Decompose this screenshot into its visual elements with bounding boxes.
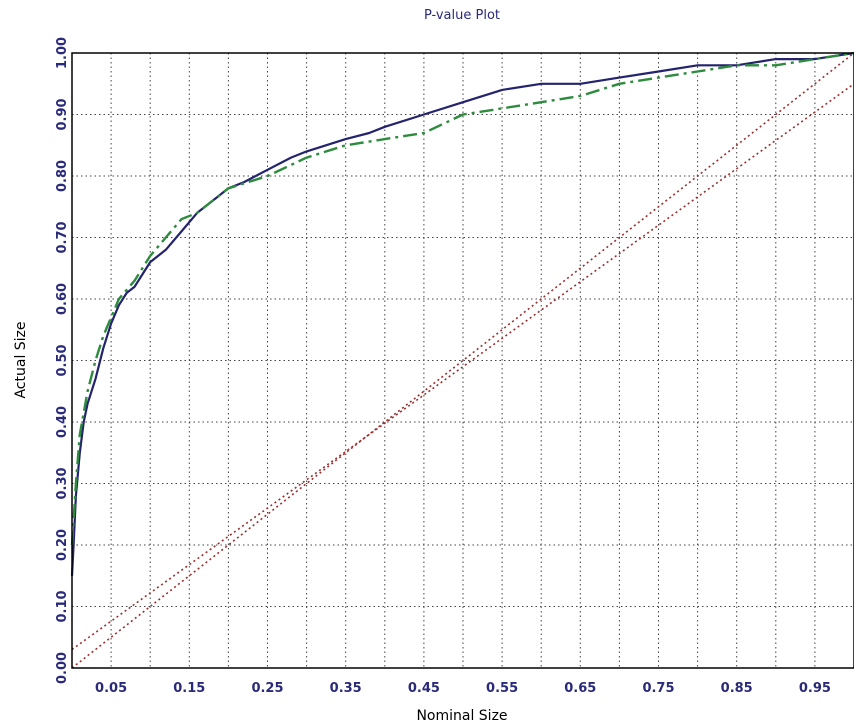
y-tick-label: 0.00 xyxy=(55,652,70,684)
x-tick-label: 0.55 xyxy=(486,681,518,696)
x-tick-label: 0.85 xyxy=(721,681,753,696)
grid xyxy=(72,53,854,668)
y-tick-label: 0.80 xyxy=(55,160,70,192)
x-tick-label: 0.35 xyxy=(330,681,362,696)
y-tick-label: 0.70 xyxy=(55,221,70,253)
y-tick-label: 0.90 xyxy=(55,98,70,130)
y-tick-label: 0.10 xyxy=(55,590,70,622)
series-line-1 xyxy=(70,51,854,546)
x-tick-label: 0.65 xyxy=(564,681,596,696)
y-tick-label: 0.60 xyxy=(55,283,70,315)
series-line-0 xyxy=(70,51,854,576)
plot-frame xyxy=(71,52,854,669)
x-tick-label: 0.95 xyxy=(799,681,831,696)
x-tick-label: 0.45 xyxy=(408,681,440,696)
y-tick-label: 0.20 xyxy=(55,529,70,561)
x-tick-label: 0.15 xyxy=(173,681,205,696)
x-tick-label: 0.75 xyxy=(642,681,674,696)
y-tick-label: 0.30 xyxy=(55,467,70,499)
y-tick-label: 1.00 xyxy=(55,37,70,69)
series-group xyxy=(70,51,854,669)
x-tick-label: 0.05 xyxy=(95,681,127,696)
y-tick-label: 0.50 xyxy=(55,344,70,376)
y-tick-label: 0.40 xyxy=(55,406,70,438)
x-tick-label: 0.25 xyxy=(251,681,283,696)
series-line-3 xyxy=(71,83,854,651)
series-line-2 xyxy=(71,52,854,669)
y-axis-label: Actual Size xyxy=(13,321,29,398)
x-axis-label: Nominal Size xyxy=(416,708,507,724)
x-tick-labels: 0.05 0.15 0.25 0.35 0.45 0.55 0.65 0.75 0.85 0.95 xyxy=(95,681,831,696)
chart-title: P-value Plot xyxy=(424,8,500,23)
y-tick-labels: 0.00 0.10 0.20 0.30 0.40 0.50 0.60 0.70 0.80 0.90… xyxy=(55,37,70,684)
